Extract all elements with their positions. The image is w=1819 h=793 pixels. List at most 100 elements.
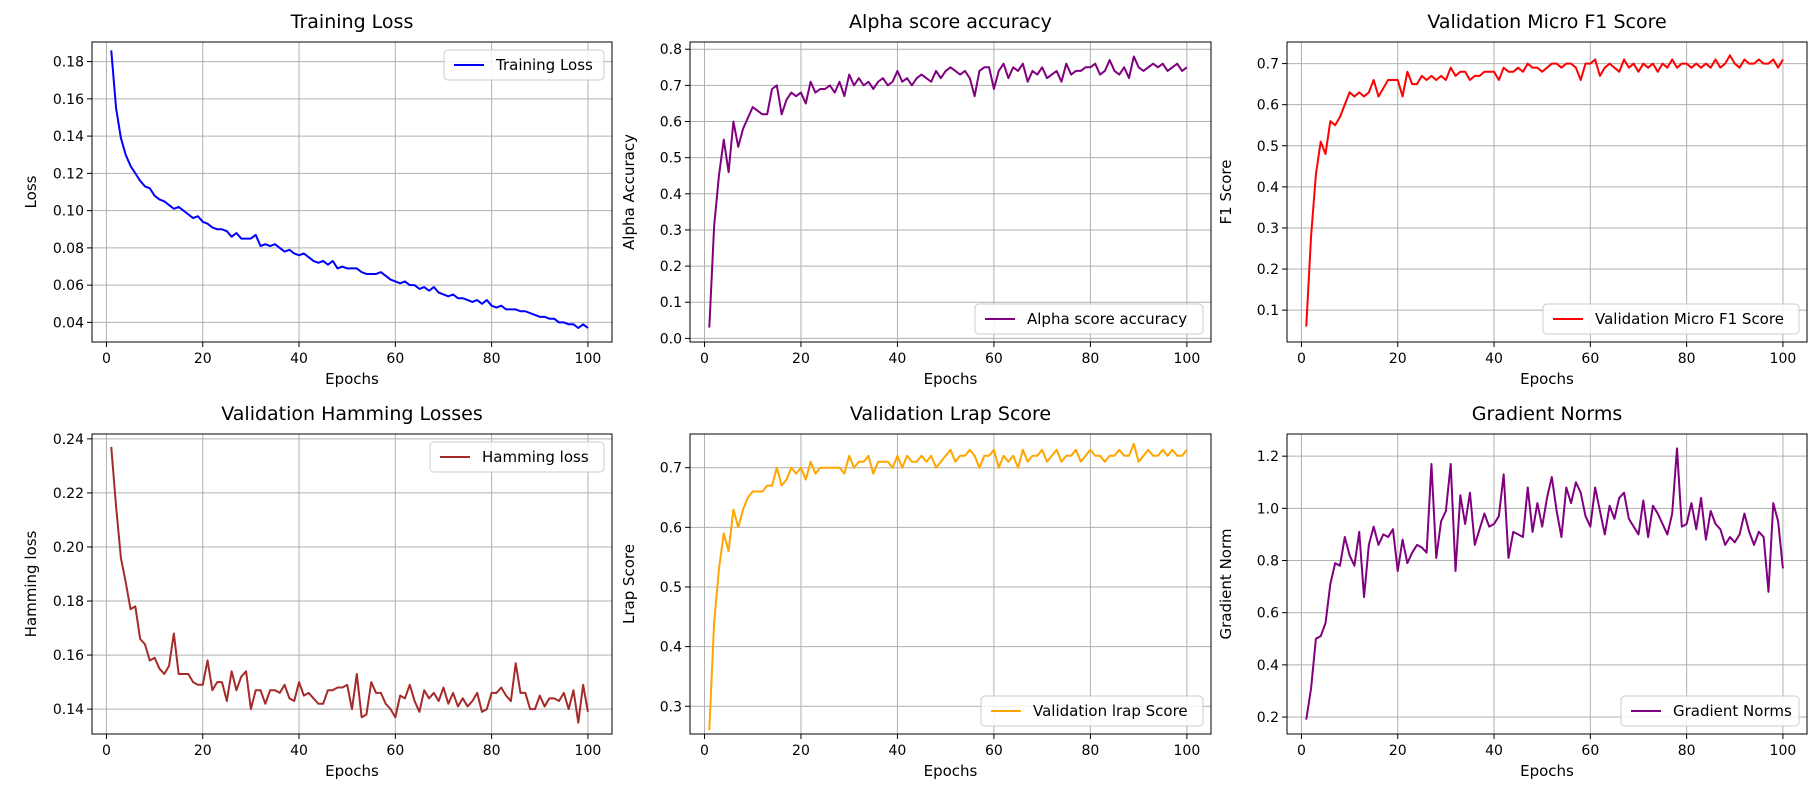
y-tick-label: 0.08 xyxy=(53,241,84,257)
y-tick-label: 0.0 xyxy=(660,331,682,347)
x-tick-label: 0 xyxy=(700,743,709,759)
legend-box xyxy=(980,695,1204,727)
x-tick-label: 100 xyxy=(1770,351,1797,367)
x-tick-label: 0 xyxy=(102,743,111,759)
x-tick-label: 40 xyxy=(889,743,907,759)
x-axis-label: Epochs xyxy=(924,762,978,780)
legend-label: Hamming loss xyxy=(482,448,589,466)
x-tick-label: 0 xyxy=(700,351,709,367)
x-tick-label: 40 xyxy=(290,743,308,759)
y-tick-label: 0.4 xyxy=(660,187,682,203)
y-tick-label: 1.2 xyxy=(1257,449,1279,465)
x-tick-label: 20 xyxy=(194,351,212,367)
x-tick-label: 0 xyxy=(102,351,111,367)
x-tick-label: 20 xyxy=(792,351,810,367)
y-tick-label: 0.8 xyxy=(660,42,682,58)
axes-frame xyxy=(1286,41,1808,343)
x-tick-label: 20 xyxy=(1389,351,1407,367)
chart-title: Gradient Norms xyxy=(1472,403,1622,425)
x-tick-label: 80 xyxy=(1678,743,1696,759)
y-tick-label: 0.5 xyxy=(660,151,682,167)
x-tick-label: 80 xyxy=(483,743,501,759)
chart-title: Alpha score accuracy xyxy=(849,11,1052,33)
legend-box xyxy=(1542,303,1800,335)
x-tick-label: 80 xyxy=(483,351,501,367)
y-tick-label: 0.2 xyxy=(1257,262,1279,278)
y-tick-label: 0.6 xyxy=(660,520,682,536)
x-tick-label: 60 xyxy=(985,743,1003,759)
x-axis-label: Epochs xyxy=(325,370,379,388)
y-axis-label: Hamming loss xyxy=(22,531,40,638)
series-line xyxy=(1305,54,1784,327)
axes-frame xyxy=(689,433,1212,735)
x-tick-label: 40 xyxy=(1485,351,1503,367)
legend: Validation Micro F1 Score xyxy=(1542,303,1800,335)
legend: Training Loss xyxy=(443,49,605,81)
y-axis-label: Loss xyxy=(22,175,40,208)
y-tick-label: 0.5 xyxy=(660,580,682,596)
x-tick-label: 40 xyxy=(1485,743,1503,759)
legend-box xyxy=(974,303,1204,335)
y-axis-label: F1 Score xyxy=(1217,160,1235,225)
series-line xyxy=(1305,447,1784,720)
y-tick-label: 1.0 xyxy=(1257,501,1279,517)
y-tick-label: 0.1 xyxy=(660,295,682,311)
y-tick-label: 0.3 xyxy=(660,223,682,239)
x-tick-label: 60 xyxy=(386,351,404,367)
subplot-4: 0 20 40 60 80 100 0.14 0.16 0.18 0.20 0.22 0.24 Vali… xyxy=(22,403,613,780)
legend-label: Gradient Norms xyxy=(1673,702,1792,720)
x-tick-label: 20 xyxy=(194,743,212,759)
y-axis-label: Gradient Norm xyxy=(1217,529,1235,640)
series-line xyxy=(110,446,589,724)
y-axis-label: Alpha Accuracy xyxy=(620,134,638,250)
y-tick-label: 0.20 xyxy=(53,540,84,556)
y-tick-label: 0.22 xyxy=(53,486,84,502)
legend: Hamming loss xyxy=(429,441,605,473)
y-tick-label: 0.6 xyxy=(1257,98,1279,114)
series-line xyxy=(110,50,589,330)
subplot-1: 0 20 40 60 80 100 0.04 0.06 0.08 0.10 0.12 0.14 0.16… xyxy=(22,11,613,388)
y-tick-label: 0.7 xyxy=(660,78,682,94)
x-tick-label: 20 xyxy=(1389,743,1407,759)
legend: Alpha score accuracy xyxy=(974,303,1204,335)
x-tick-label: 100 xyxy=(1174,743,1201,759)
axes-frame xyxy=(1286,433,1808,735)
x-axis-label: Epochs xyxy=(1520,370,1574,388)
chart-title: Validation Lrap Score xyxy=(850,403,1051,425)
subplot-6: 0 20 40 60 80 100 0.2 0.4 0.6 0.8 1.0 1.2 Gradient N… xyxy=(1217,403,1808,780)
x-tick-label: 60 xyxy=(386,743,404,759)
x-axis-label: Epochs xyxy=(325,762,379,780)
x-axis-label: Epochs xyxy=(1520,762,1574,780)
y-tick-label: 0.16 xyxy=(53,648,84,664)
legend-box xyxy=(1620,695,1800,727)
x-tick-label: 100 xyxy=(1770,743,1797,759)
y-tick-label: 0.7 xyxy=(1257,57,1279,73)
y-tick-label: 0.5 xyxy=(1257,139,1279,155)
legend: Gradient Norms xyxy=(1620,695,1800,727)
x-tick-label: 80 xyxy=(1081,743,1099,759)
legend-label: Validation lrap Score xyxy=(1033,702,1188,720)
y-tick-label: 0.14 xyxy=(53,702,84,718)
x-tick-label: 100 xyxy=(575,743,602,759)
y-axis-label: Lrap Score xyxy=(620,544,638,624)
subplot-2: 0 20 40 60 80 100 0.0 0.1 0.2 0.3 0.4 0.5 0.6 0.7 0.8 A… xyxy=(620,11,1212,388)
x-tick-label: 100 xyxy=(575,351,602,367)
y-tick-label: 0.24 xyxy=(53,432,84,448)
axes-frame xyxy=(91,433,613,735)
chart-title: Training Loss xyxy=(290,11,414,33)
x-axis-label: Epochs xyxy=(924,370,978,388)
y-tick-label: 0.04 xyxy=(53,315,84,331)
axes-frame xyxy=(91,41,613,343)
chart-title: Validation Micro F1 Score xyxy=(1427,11,1666,33)
subplot-3: 0 20 40 60 80 100 0.1 0.2 0.3 0.4 0.5 0.6 0.7 Validat… xyxy=(1217,11,1808,388)
series-line xyxy=(708,55,1188,328)
legend-label: Training Loss xyxy=(495,56,593,74)
y-tick-label: 0.18 xyxy=(53,55,84,71)
y-tick-label: 0.1 xyxy=(1257,303,1279,319)
y-tick-label: 0.18 xyxy=(53,594,84,610)
y-tick-label: 0.4 xyxy=(1257,180,1279,196)
y-tick-label: 0.2 xyxy=(660,259,682,275)
series-line xyxy=(708,442,1188,731)
y-tick-label: 0.4 xyxy=(660,640,682,656)
